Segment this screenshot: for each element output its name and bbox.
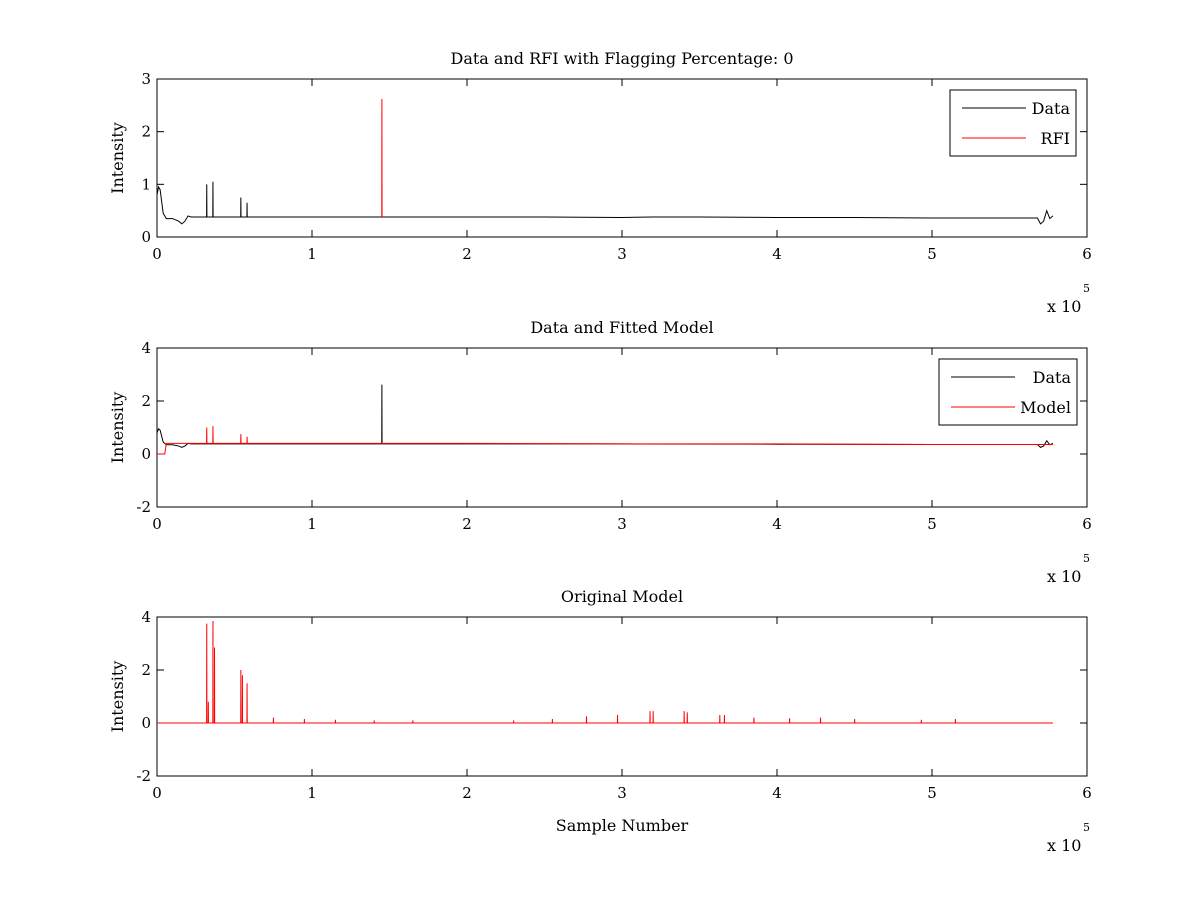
chart-title: Original Model — [561, 587, 683, 606]
x-multiplier-base: x 10 — [1047, 836, 1081, 855]
x-tick-label: 3 — [617, 515, 627, 533]
x-multiplier-exponent: 5 — [1083, 282, 1090, 295]
legend-label-data: Data — [1033, 368, 1072, 387]
x-tick-label: 5 — [927, 245, 937, 263]
series-line-model — [157, 620, 1053, 724]
y-tick-label: -2 — [136, 498, 151, 516]
y-tick-label: 3 — [141, 70, 151, 88]
y-axis-label: Intensity — [108, 122, 127, 194]
y-tick-label: 2 — [141, 123, 151, 141]
x-tick-label: 2 — [462, 245, 472, 263]
legend-box — [949, 89, 1077, 157]
x-tick-label: 5 — [927, 784, 937, 802]
x-tick-label: 4 — [772, 784, 782, 802]
y-axis-label: Intensity — [108, 392, 127, 464]
y-axis-label: Intensity — [108, 661, 127, 733]
legend-label-rfi: RFI — [1041, 129, 1070, 148]
y-tick-label: 4 — [141, 339, 151, 357]
series-line-data — [156, 181, 1054, 225]
x-tick-label: 0 — [152, 784, 162, 802]
x-tick-label: 3 — [617, 784, 627, 802]
x-tick-label: 3 — [617, 245, 627, 263]
x-axis-label: Sample Number — [556, 816, 689, 835]
y-tick-label: 2 — [141, 392, 151, 410]
y-tick-label: 0 — [141, 445, 151, 463]
x-tick-label: 2 — [462, 515, 472, 533]
x-multiplier-base: x 10 — [1047, 297, 1081, 316]
x-tick-label: 6 — [1082, 245, 1092, 263]
x-tick-label: 4 — [772, 245, 782, 263]
chart-title: Data and Fitted Model — [530, 318, 713, 337]
x-tick-label: 2 — [462, 784, 472, 802]
x-tick-label: 1 — [307, 515, 317, 533]
x-multiplier-base: x 10 — [1047, 567, 1081, 586]
y-tick-label: 0 — [141, 714, 151, 732]
x-tick-label: 1 — [307, 245, 317, 263]
x-tick-label: 0 — [152, 515, 162, 533]
y-tick-label: 2 — [141, 661, 151, 679]
x-tick-label: 4 — [772, 515, 782, 533]
y-tick-label: 4 — [141, 608, 151, 626]
legend-label-model: Model — [1020, 398, 1071, 417]
legend-label-data: Data — [1032, 99, 1071, 118]
legend-box — [938, 358, 1078, 426]
y-tick-label: 0 — [141, 228, 151, 246]
x-tick-label: 5 — [927, 515, 937, 533]
chart-title: Data and RFI with Flagging Percentage: 0 — [450, 49, 793, 68]
series-line-model — [157, 426, 1053, 455]
x-tick-label: 6 — [1082, 784, 1092, 802]
x-tick-label: 6 — [1082, 515, 1092, 533]
x-multiplier-exponent: 5 — [1083, 552, 1090, 565]
x-tick-label: 0 — [152, 245, 162, 263]
series-line-data — [156, 384, 1054, 448]
chart-panel-1: 0 1 2 3 4 5 6 0 1 2 3 Data and RFI with Flagging Pe… — [108, 49, 1092, 316]
legend: Data Model — [938, 358, 1078, 426]
x-tick-label: 1 — [307, 784, 317, 802]
y-tick-label: -2 — [136, 767, 151, 785]
y-tick-label: 1 — [141, 175, 151, 193]
legend: Data RFI — [949, 89, 1077, 157]
x-multiplier-exponent: 5 — [1083, 821, 1090, 834]
